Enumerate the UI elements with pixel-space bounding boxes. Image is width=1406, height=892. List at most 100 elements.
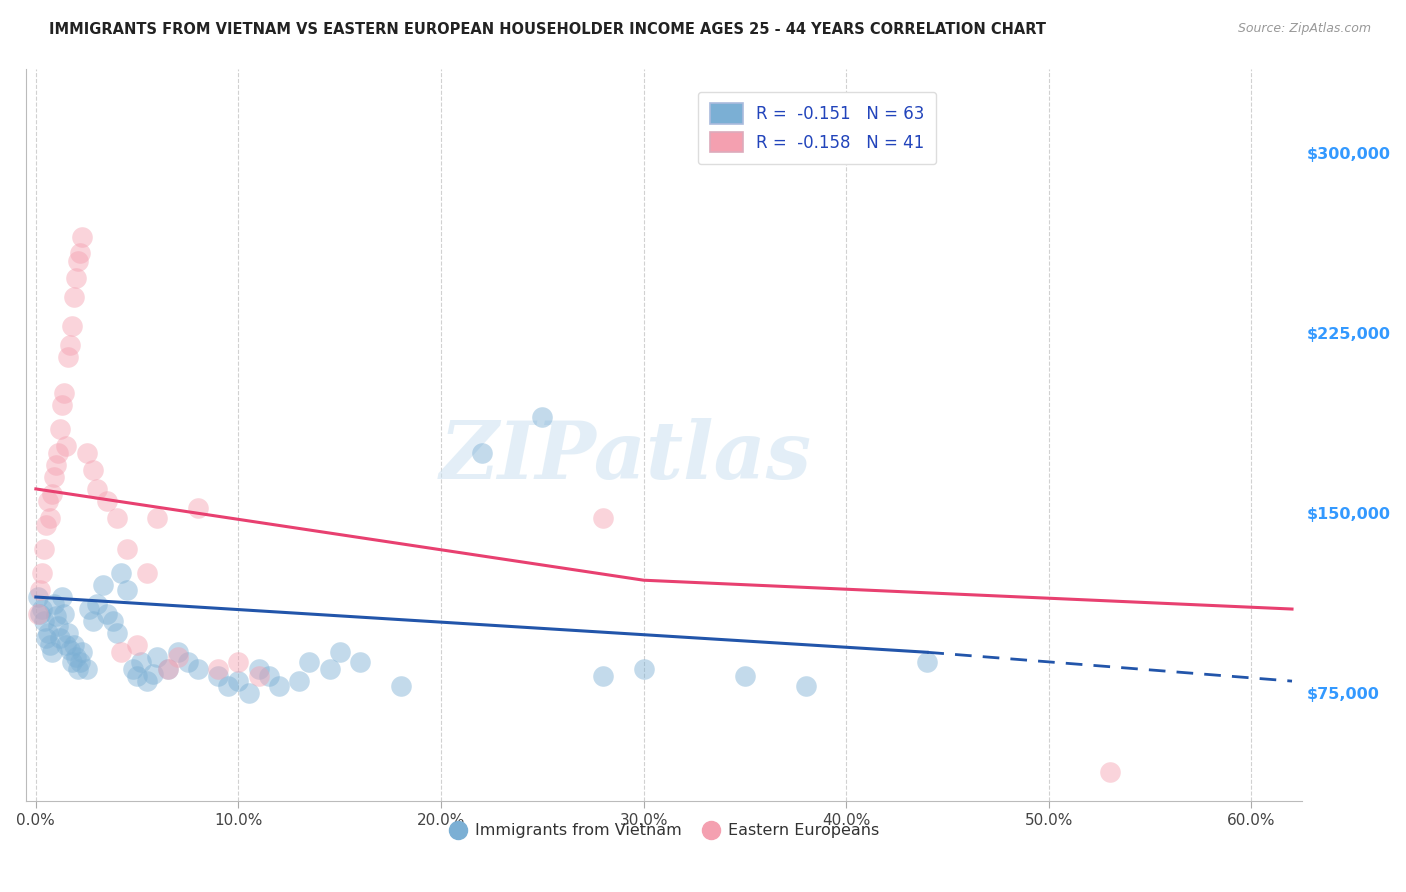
Point bbox=[28, 607, 51, 621]
Point bbox=[166, 650, 188, 665]
Point bbox=[129, 655, 152, 669]
Point bbox=[65, 650, 87, 665]
Point bbox=[187, 501, 209, 516]
Point bbox=[238, 686, 260, 700]
Point bbox=[59, 338, 82, 352]
Point bbox=[794, 679, 817, 693]
Point bbox=[146, 650, 169, 665]
Point bbox=[59, 643, 82, 657]
Point bbox=[633, 662, 655, 676]
Point bbox=[122, 662, 145, 676]
Point bbox=[60, 318, 83, 333]
Point bbox=[86, 597, 108, 611]
Point bbox=[31, 602, 53, 616]
Point bbox=[42, 470, 65, 484]
Point bbox=[267, 679, 290, 693]
Point bbox=[156, 662, 179, 676]
Point bbox=[45, 458, 67, 472]
Point bbox=[69, 246, 91, 260]
Point bbox=[247, 662, 270, 676]
Point bbox=[39, 510, 62, 524]
Point bbox=[41, 487, 63, 501]
Point bbox=[63, 290, 86, 304]
Point bbox=[318, 662, 340, 676]
Point bbox=[105, 626, 128, 640]
Point bbox=[101, 614, 124, 628]
Point bbox=[58, 350, 80, 364]
Point bbox=[389, 679, 412, 693]
Point bbox=[127, 638, 149, 652]
Point bbox=[72, 229, 94, 244]
Point bbox=[86, 482, 108, 496]
Point bbox=[67, 253, 90, 268]
Point bbox=[329, 645, 352, 659]
Point bbox=[228, 674, 250, 689]
Point bbox=[39, 638, 62, 652]
Point bbox=[27, 590, 49, 604]
Point bbox=[32, 541, 55, 556]
Text: Source: ZipAtlas.com: Source: ZipAtlas.com bbox=[1237, 22, 1371, 36]
Point bbox=[217, 679, 239, 693]
Point bbox=[105, 510, 128, 524]
Point bbox=[115, 582, 138, 597]
Point bbox=[96, 607, 118, 621]
Point bbox=[734, 669, 756, 683]
Point bbox=[142, 666, 165, 681]
Point bbox=[187, 662, 209, 676]
Point bbox=[37, 626, 59, 640]
Point bbox=[49, 631, 72, 645]
Point bbox=[46, 446, 69, 460]
Point bbox=[76, 446, 98, 460]
Point bbox=[592, 669, 614, 683]
Point bbox=[35, 518, 58, 533]
Point bbox=[53, 607, 76, 621]
Point bbox=[46, 619, 69, 633]
Point bbox=[32, 614, 55, 628]
Point bbox=[37, 494, 59, 508]
Point bbox=[531, 409, 554, 424]
Point bbox=[27, 607, 49, 621]
Point bbox=[146, 510, 169, 524]
Text: IMMIGRANTS FROM VIETNAM VS EASTERN EUROPEAN HOUSEHOLDER INCOME AGES 25 - 44 YEAR: IMMIGRANTS FROM VIETNAM VS EASTERN EUROP… bbox=[49, 22, 1046, 37]
Point bbox=[136, 566, 159, 580]
Point bbox=[349, 655, 371, 669]
Point bbox=[49, 422, 72, 436]
Point bbox=[207, 662, 229, 676]
Point bbox=[65, 270, 87, 285]
Point bbox=[51, 398, 73, 412]
Point bbox=[31, 566, 53, 580]
Point bbox=[207, 669, 229, 683]
Point bbox=[136, 674, 159, 689]
Point bbox=[77, 602, 100, 616]
Point bbox=[298, 655, 321, 669]
Point bbox=[82, 614, 104, 628]
Text: ZIPatlas: ZIPatlas bbox=[440, 418, 811, 496]
Point bbox=[35, 631, 58, 645]
Point bbox=[72, 645, 94, 659]
Point bbox=[76, 662, 98, 676]
Point bbox=[42, 597, 65, 611]
Point bbox=[60, 655, 83, 669]
Point bbox=[55, 439, 77, 453]
Point bbox=[67, 662, 90, 676]
Point bbox=[228, 655, 250, 669]
Point bbox=[156, 662, 179, 676]
Point bbox=[166, 645, 188, 659]
Point bbox=[55, 638, 77, 652]
Point bbox=[58, 626, 80, 640]
Point bbox=[288, 674, 311, 689]
Point bbox=[1098, 765, 1121, 780]
Point bbox=[28, 582, 51, 597]
Point bbox=[41, 645, 63, 659]
Point bbox=[96, 494, 118, 508]
Point bbox=[69, 655, 91, 669]
Point bbox=[63, 638, 86, 652]
Point bbox=[177, 655, 200, 669]
Point bbox=[257, 669, 280, 683]
Point bbox=[53, 385, 76, 400]
Point bbox=[917, 655, 939, 669]
Point bbox=[115, 541, 138, 556]
Point bbox=[110, 566, 132, 580]
Point bbox=[51, 590, 73, 604]
Point bbox=[247, 669, 270, 683]
